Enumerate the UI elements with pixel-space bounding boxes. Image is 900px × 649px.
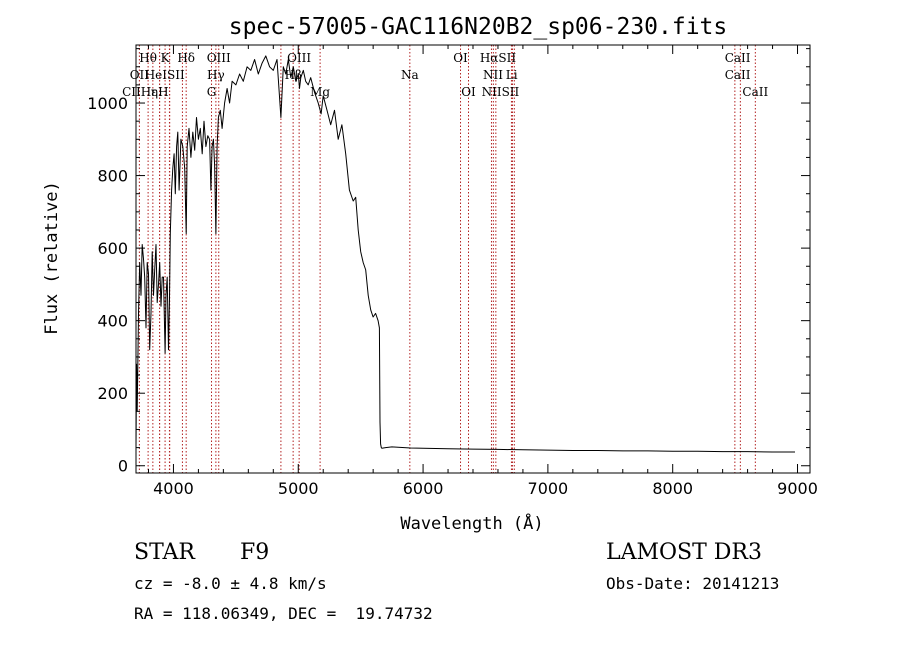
y-tick-label: 400 [97,312,128,331]
x-tick-label: 8000 [652,479,693,498]
x-tick-label: 6000 [403,479,444,498]
spectrum-line [135,55,795,453]
line-label: CaII [725,51,751,65]
spectral-subclass: F9 [240,540,270,565]
line-markers [138,45,756,473]
y-tick-label: 1000 [87,94,128,113]
spectrum-series [135,55,795,453]
chart-title: spec-57005-GAC116N20B2_sp06-230.fits [229,14,728,40]
line-label: Hδ [177,51,195,65]
line-label: OI [461,85,476,99]
line-label: OIII [287,51,311,65]
line-label: OII [130,68,150,82]
line-label: Mg [310,85,330,99]
object-type: STAR [134,540,195,565]
redshift-velocity: cz = -8.0 ± 4.8 km/s [134,574,327,593]
y-axis-label: Flux (relative) [42,181,62,335]
line-label: CaII [725,68,751,82]
line-label: Li [506,68,518,82]
line-label: NII [483,68,503,82]
line-label: OIII [207,51,231,65]
x-tick-label: 7000 [528,479,569,498]
line-label: HeISII [145,68,185,82]
line-label: OI [453,51,468,65]
coordinates: RA = 118.06349, DEC = 19.74732 [134,604,433,623]
line-label: Na [401,68,419,82]
line-label: G [207,85,217,99]
line-label: NIISII [482,85,520,99]
axes: 4000 5000 6000 7000 8000 9000 0 200 400 600 800 100… [87,44,818,498]
y-tick-label: 600 [97,239,128,258]
line-label: Hγ [207,68,225,82]
plot-frame [135,44,811,474]
x-tick-label: 4000 [153,479,194,498]
x-tick-label: 9000 [777,479,818,498]
line-label: HαSII [480,51,517,65]
survey-label: LAMOST DR3 [606,540,762,565]
line-label: Hβ [285,68,302,82]
line-label: CIIHε [122,85,157,99]
line-label: ηH [151,85,169,99]
x-tick-label: 5000 [278,479,319,498]
y-tick-label: 800 [97,167,128,186]
line-label: CaII [742,85,768,99]
x-axis-label: Wavelength (Å) [400,512,543,534]
line-label: K [161,51,171,65]
line-label: Hθ [139,51,157,65]
y-tick-label: 200 [97,384,128,403]
y-tick-label: 0 [118,457,128,476]
observation-date: Obs-Date: 20141213 [606,574,780,593]
